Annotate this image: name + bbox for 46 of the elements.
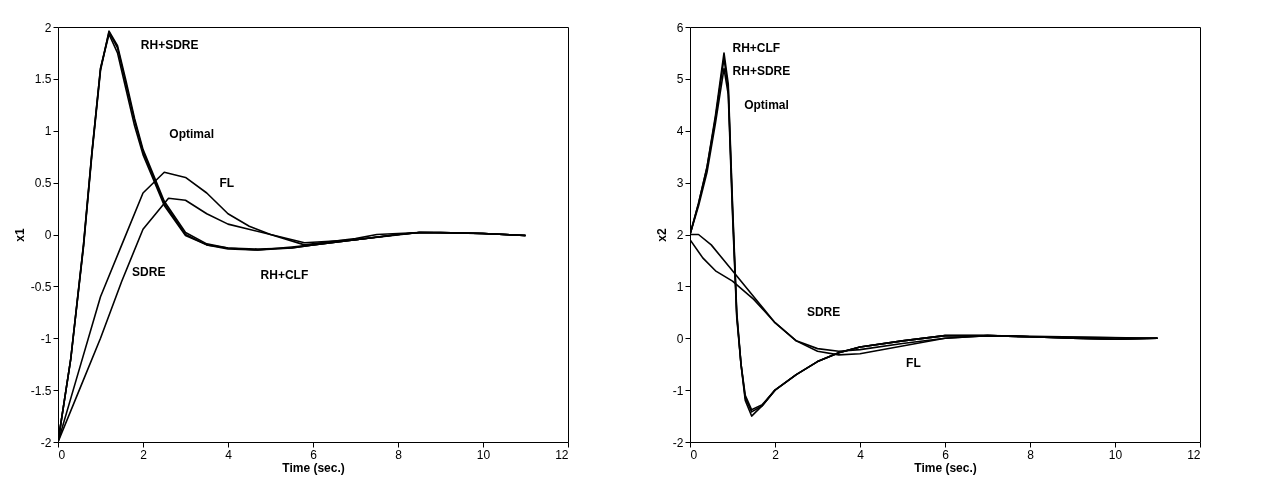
series-label: FL bbox=[906, 355, 921, 370]
x-tick-label: 10 bbox=[476, 447, 491, 462]
y-axis-title: x1 bbox=[12, 228, 27, 242]
y-tick-label: -1 bbox=[40, 331, 52, 346]
y-tick-label: -1 bbox=[672, 383, 684, 398]
x-tick-label: 8 bbox=[395, 447, 403, 462]
x-tick-label: 2 bbox=[140, 447, 148, 462]
x-tick-label: 10 bbox=[1108, 447, 1123, 462]
series-label: Optimal bbox=[744, 97, 789, 112]
y-tick-label: 1 bbox=[676, 279, 684, 294]
y-tick-label: 0.5 bbox=[34, 176, 52, 191]
y-tick-label: 0 bbox=[676, 331, 684, 346]
x-tick-label: 2 bbox=[772, 447, 780, 462]
y-tick-label: -2 bbox=[672, 435, 684, 450]
x-tick-label: 4 bbox=[225, 447, 233, 462]
y-tick-label: -1.5 bbox=[30, 383, 52, 398]
series-label: SDRE bbox=[806, 304, 841, 319]
y-tick-label: 0 bbox=[44, 228, 52, 242]
x-tick-label: 6 bbox=[310, 447, 318, 462]
series-label: RH+SDRE bbox=[732, 64, 791, 79]
y-tick-label: -0.5 bbox=[30, 279, 52, 294]
x-tick-label: 12 bbox=[555, 447, 569, 462]
x-tick-label: 8 bbox=[1027, 447, 1035, 462]
series-label: RH+SDRE bbox=[140, 37, 199, 52]
y-tick-label: -2 bbox=[40, 435, 52, 450]
series-label: SDRE bbox=[132, 264, 166, 279]
y-tick-label: 1 bbox=[44, 124, 52, 139]
y-tick-label: 6 bbox=[676, 20, 684, 35]
x-axis-title: Time (sec.) bbox=[282, 460, 345, 475]
x-axis-title: Time (sec.) bbox=[914, 460, 977, 475]
series-label: RH+CLF bbox=[260, 267, 309, 282]
y-tick-label: 1.5 bbox=[34, 72, 52, 87]
y-tick-label: 5 bbox=[676, 72, 684, 87]
x-tick-label: 6 bbox=[942, 447, 950, 462]
y-axis-title: x2 bbox=[654, 228, 669, 242]
series-label: FL bbox=[219, 175, 235, 190]
series-label: RH+CLF bbox=[732, 40, 781, 55]
text: Optimal bbox=[169, 126, 214, 141]
y-tick-label: 3 bbox=[676, 176, 684, 191]
x-tick-label: 12 bbox=[1187, 447, 1201, 462]
y-tick-label: 2 bbox=[676, 228, 684, 242]
y-tick-label: 4 bbox=[676, 124, 684, 139]
y-tick-label: 2 bbox=[44, 20, 52, 35]
x-tick-label: 0 bbox=[58, 447, 66, 462]
x-tick-label: 4 bbox=[857, 447, 865, 462]
x-tick-label: 0 bbox=[690, 447, 698, 462]
